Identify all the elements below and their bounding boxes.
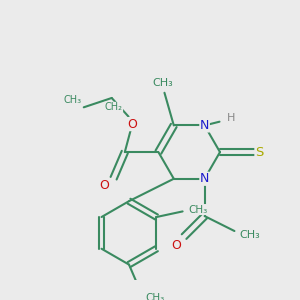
Text: O: O (127, 118, 137, 130)
Text: CH₃: CH₃ (146, 293, 165, 300)
Text: S: S (255, 146, 263, 159)
Text: N: N (200, 172, 209, 185)
Text: CH₂: CH₂ (105, 102, 123, 112)
Text: H: H (226, 113, 235, 123)
Text: CH₃: CH₃ (64, 95, 82, 105)
Text: CH₃: CH₃ (152, 78, 173, 88)
Text: N: N (200, 119, 209, 132)
Text: CH₃: CH₃ (239, 230, 260, 240)
Text: O: O (172, 239, 182, 252)
Text: CH₃: CH₃ (188, 205, 207, 214)
Text: O: O (99, 179, 109, 192)
